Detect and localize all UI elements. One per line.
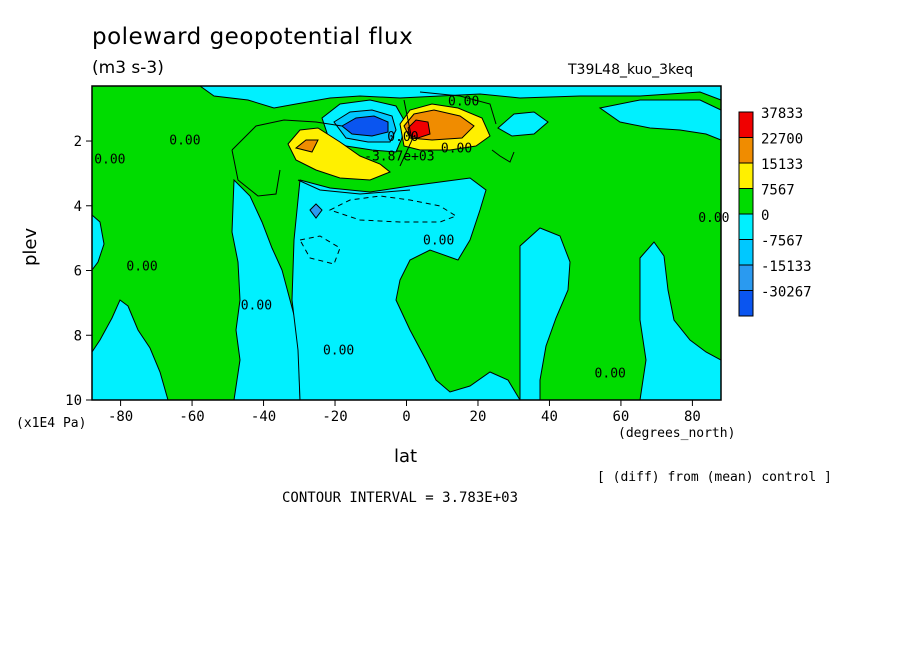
x-axis-ticks: -80 -60 -40 -20 0 20 40 60 80 — [108, 400, 701, 425]
x-tick-label-4: 0 — [402, 409, 410, 425]
contour-label-2: 0.00 — [441, 141, 472, 156]
y-tick-label-0: 2 — [74, 134, 82, 150]
field-cyan-farright — [639, 241, 722, 401]
legend-label-0: 37833 — [761, 106, 803, 122]
contour-label-7: 0.00 — [423, 234, 454, 249]
legend-label-7: -30267 — [761, 285, 812, 301]
contour-label-5: 0.00 — [94, 153, 125, 168]
contour-lines — [231, 91, 515, 265]
legend-label-3: 7567 — [761, 183, 795, 199]
legend-swatch-1 — [738, 137, 754, 164]
contour-label-1: 0.00 — [387, 130, 418, 145]
x-axis-label: lat — [394, 446, 418, 467]
legend-swatch-2 — [738, 162, 754, 189]
plot-area — [91, 85, 722, 401]
x-tick-label-3: -20 — [322, 409, 347, 425]
field-cyan-topright2 — [598, 99, 722, 141]
legend-swatch-4 — [738, 213, 754, 240]
y-tick-label-1: 4 — [74, 199, 82, 215]
contour-label-6: 0.00 — [698, 211, 729, 226]
legend-swatch-0 — [738, 111, 754, 138]
field-cyan-top — [120, 85, 722, 109]
field-blue-core — [341, 115, 389, 137]
field-blue-small — [309, 203, 323, 219]
legend-label-4: 0 — [761, 208, 769, 224]
x-axis-units: (degrees_north) — [618, 426, 736, 441]
x-tick-label-2: -40 — [251, 409, 276, 425]
contour-label-10: 0.00 — [323, 344, 354, 359]
legend-label-1: 22700 — [761, 132, 803, 148]
difference-note: [ (diff) from (mean) control ] — [597, 470, 832, 485]
y-tick-label-3: 8 — [74, 328, 82, 344]
legend-swatch-5 — [738, 239, 754, 266]
contour-label-0: 0.00 — [448, 94, 479, 109]
x-tick-label-8: 80 — [684, 409, 701, 425]
x-tick-label-7: 60 — [613, 409, 630, 425]
field-red-right — [407, 119, 431, 139]
legend-label-5: -7567 — [761, 234, 803, 250]
legend-swatch-6 — [738, 264, 754, 291]
run-label: T39L48_kuo_3keq — [568, 62, 694, 78]
x-tick-label-5: 20 — [470, 409, 487, 425]
contour-label-11: 0.00 — [595, 366, 626, 381]
legend-label-2: 15133 — [761, 157, 803, 173]
y-tick-label-2: 6 — [74, 264, 82, 280]
x-tick-label-0: -80 — [108, 409, 133, 425]
color-legend: 37833 22700 15133 7567 0 -7567 -15133 -30267 — [738, 106, 812, 317]
contour-label-4: 0.00 — [169, 133, 200, 148]
legend-swatch-7 — [738, 290, 754, 317]
chart-title: poleward geopotential flux — [92, 24, 414, 50]
contour-interval: CONTOUR INTERVAL = 3.783E+03 — [282, 490, 519, 506]
field-orange-left — [294, 139, 319, 153]
x-tick-label-1: -60 — [179, 409, 204, 425]
y-axis-ticks: 2 4 6 8 10 — [65, 134, 92, 409]
y-axis-units: (x1E4 Pa) — [16, 416, 87, 431]
chart-units: (m3 s-3) — [92, 58, 164, 78]
legend-swatch-3 — [738, 188, 754, 215]
contour-label-9: 0.00 — [241, 298, 272, 313]
y-tick-label-4: 10 — [65, 393, 82, 409]
field-cyan-topright — [497, 111, 549, 137]
legend-label-6: -15133 — [761, 259, 812, 275]
contour-labels: 0.00 0.00 0.00 -3.87e+03 0.00 0.00 0.00 0.00 0.0… — [94, 94, 729, 381]
contour-label-8: 0.00 — [126, 260, 157, 275]
x-tick-label-6: 40 — [541, 409, 558, 425]
contour-label-3: -3.87e+03 — [364, 149, 434, 164]
